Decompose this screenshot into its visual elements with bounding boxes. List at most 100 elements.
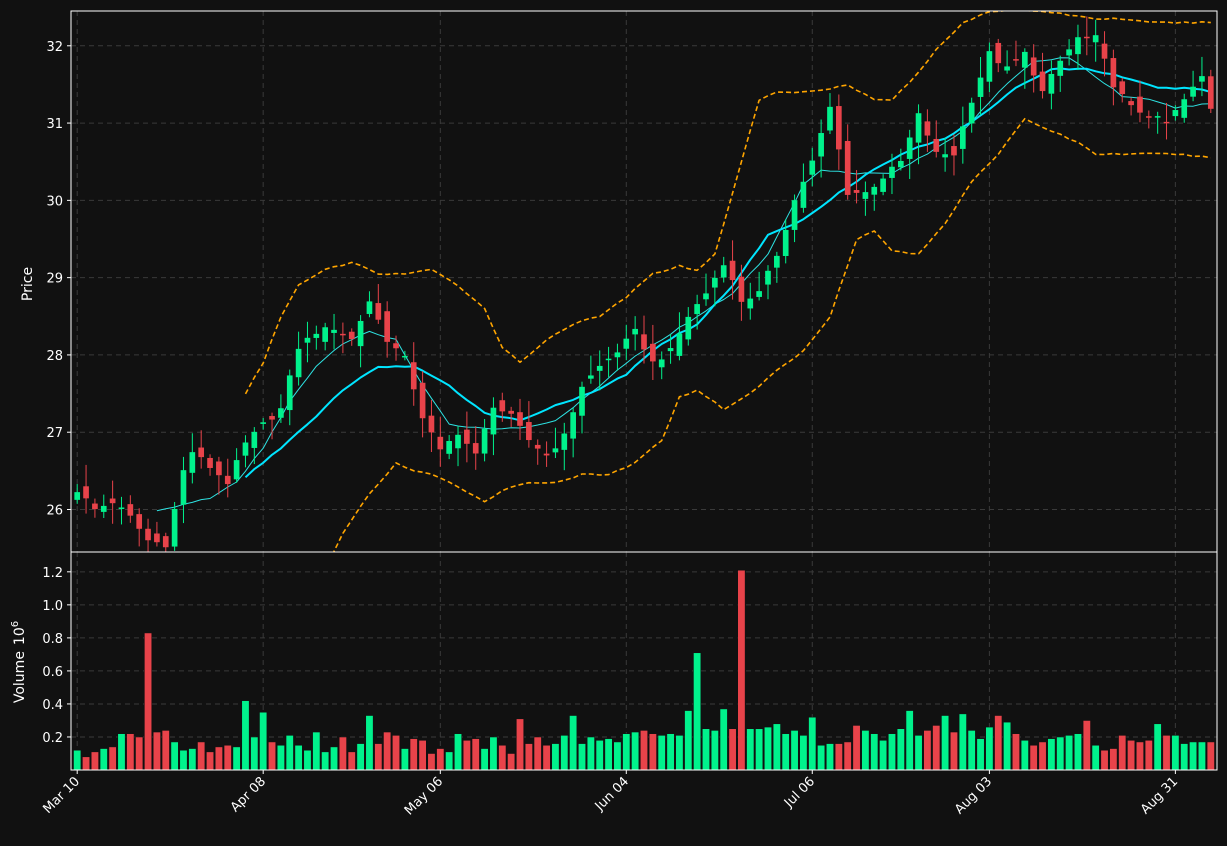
volume-bar xyxy=(1003,721,1012,770)
volume-bar xyxy=(985,726,994,770)
volume-bar xyxy=(321,751,330,770)
candle-body xyxy=(871,186,878,195)
candle-body xyxy=(915,113,922,143)
volume-bar xyxy=(870,733,879,770)
candle-body xyxy=(464,429,470,444)
volume-bar xyxy=(188,748,197,770)
volume-bar xyxy=(108,746,117,770)
candle-body xyxy=(83,486,89,499)
volume-bar xyxy=(1056,736,1065,770)
candle-body xyxy=(499,400,506,412)
volume-bar xyxy=(1011,733,1020,770)
price-ytick-label: 27 xyxy=(46,426,63,441)
volume-bar xyxy=(808,716,817,770)
candle-body xyxy=(162,536,169,548)
candle-body xyxy=(951,146,957,156)
volume-bar xyxy=(356,743,365,770)
price-axis-label: Price xyxy=(20,267,36,301)
volume-ytick-label: 0.4 xyxy=(42,698,63,713)
volume-bar xyxy=(1029,744,1038,770)
candle-body xyxy=(410,362,417,390)
volume-bar xyxy=(73,749,82,770)
candle-body xyxy=(534,444,541,449)
candle-body xyxy=(472,443,479,454)
volume-bar xyxy=(268,741,277,770)
candle-body xyxy=(109,498,116,504)
candle-body xyxy=(242,442,249,456)
volume-bar xyxy=(1144,739,1153,770)
candle-body xyxy=(641,334,647,350)
volume-bar xyxy=(144,632,153,770)
candle-body xyxy=(490,407,497,435)
volume-bar xyxy=(1127,739,1136,770)
volume-bar xyxy=(657,735,666,770)
price-ytick-label: 29 xyxy=(46,272,63,287)
candle-body xyxy=(366,301,373,314)
volume-bar xyxy=(152,731,161,770)
volume-bar xyxy=(445,751,454,770)
volume-bar xyxy=(976,738,985,770)
volume-bar xyxy=(1109,748,1118,770)
candle-body xyxy=(269,416,275,420)
volume-bar xyxy=(241,700,250,770)
candle-body xyxy=(685,316,692,340)
candle-body xyxy=(340,333,346,336)
candle-body xyxy=(1048,73,1055,94)
volume-bar xyxy=(932,725,941,770)
candle-body xyxy=(437,436,444,450)
volume-axis-label-text: Volume xyxy=(12,651,28,703)
candle-body xyxy=(889,166,895,178)
volume-bar xyxy=(409,738,418,770)
volume-bar xyxy=(1082,720,1091,770)
candle-body xyxy=(853,190,860,193)
candle-body xyxy=(384,311,391,342)
volume-bar xyxy=(825,743,835,770)
candle-body xyxy=(1181,99,1188,118)
candle-body xyxy=(605,358,612,361)
volume-bar xyxy=(719,708,728,770)
volume-bar xyxy=(843,741,852,770)
volume-bar xyxy=(1135,741,1144,770)
candle-body xyxy=(357,320,364,347)
candle-body xyxy=(1066,49,1072,56)
candle-body xyxy=(738,276,745,302)
candle-body xyxy=(862,192,869,199)
volume-bar xyxy=(489,736,498,770)
candle-body xyxy=(596,365,603,371)
candle-body xyxy=(251,431,258,448)
candle-body xyxy=(1030,57,1037,76)
candle-body xyxy=(224,475,231,485)
candle-body xyxy=(579,386,585,416)
candle-body xyxy=(650,343,656,362)
volume-bar xyxy=(746,728,755,770)
candle-body xyxy=(1119,81,1126,95)
volume-bar xyxy=(710,730,719,770)
volume-bar xyxy=(763,726,773,770)
volume-bar xyxy=(728,728,737,770)
candle-body xyxy=(1110,58,1117,88)
volume-bar xyxy=(471,738,480,770)
bollinger-upper-band xyxy=(244,11,1211,395)
volume-bar xyxy=(533,736,542,770)
volume-bar xyxy=(294,744,303,770)
candle-body xyxy=(632,328,638,335)
volume-bar xyxy=(569,715,578,770)
candle-body xyxy=(1083,36,1090,39)
volume-bar xyxy=(586,736,595,770)
candle-body xyxy=(136,514,143,529)
volume-axis-exponent-power: 6 xyxy=(10,621,21,627)
volume-bar xyxy=(1100,749,1109,770)
volume-bar xyxy=(622,733,631,770)
price-ytick-label: 28 xyxy=(46,349,63,364)
candle-body xyxy=(552,448,559,453)
candle-body xyxy=(1092,35,1099,43)
volume-bar xyxy=(1118,735,1127,770)
price-ytick-label: 30 xyxy=(46,194,63,209)
candle-body xyxy=(818,133,824,157)
volume-bar xyxy=(82,756,91,770)
volume-bar xyxy=(790,730,799,770)
volume-bar xyxy=(259,711,268,770)
volume-bar xyxy=(896,728,905,770)
